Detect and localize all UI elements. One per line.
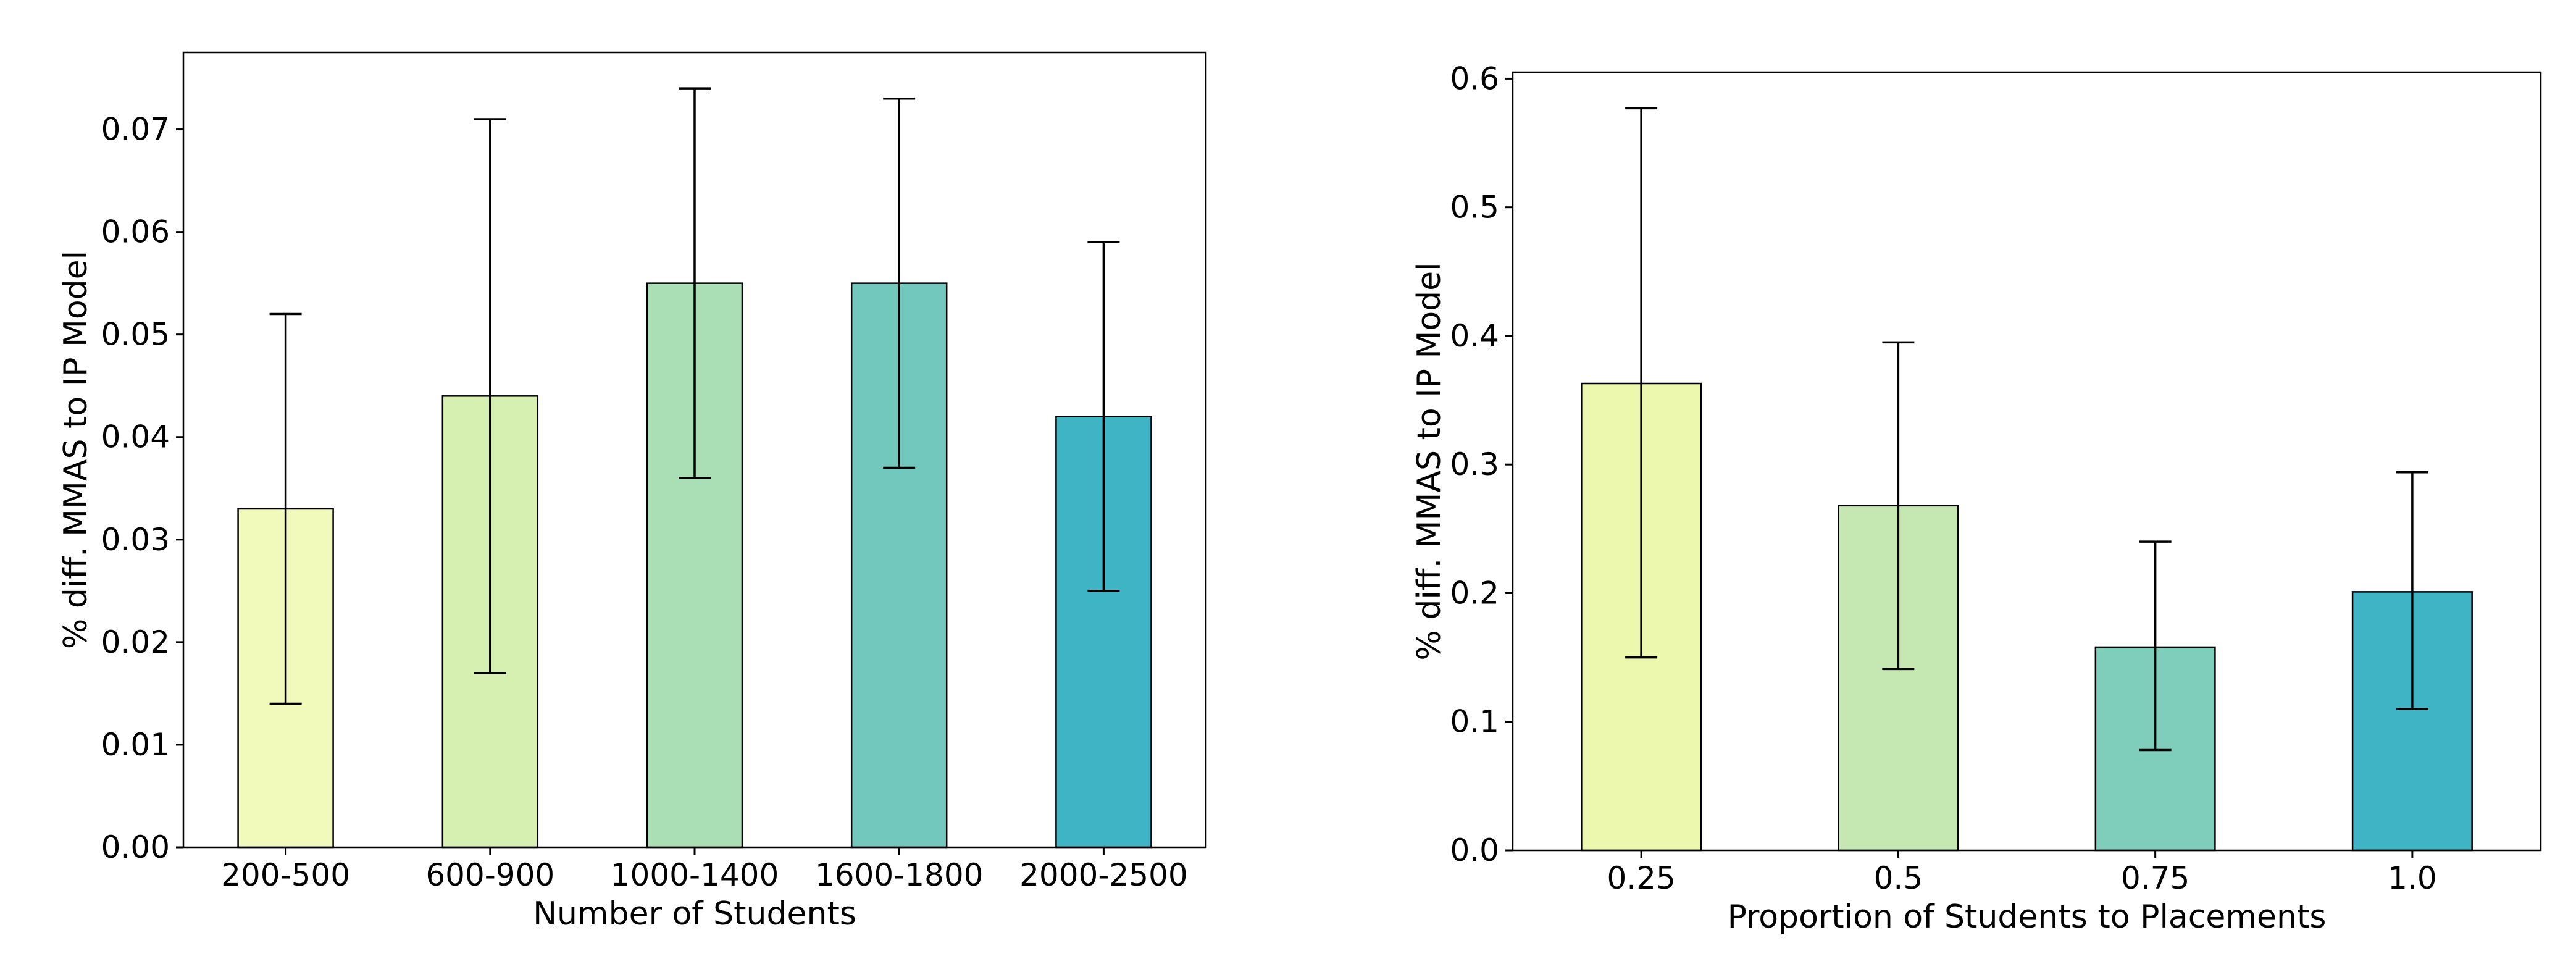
x-tick-label: 200-500 (221, 857, 350, 893)
error-bar-0.25 (1625, 107, 1658, 659)
error-bar-1.0 (2396, 471, 2428, 710)
chart-proportion: 0.25 0.5 0.75 1.0 0.0 0.1 0.2 0.3 0.4 0.5 0.6 Propo… (1411, 61, 2542, 936)
y-tick-label: 0.1 (1450, 704, 1499, 740)
error-bar-0.75 (2139, 540, 2172, 752)
y-tick-label: 0.6 (1450, 61, 1499, 96)
y-tick-label: 0.02 (101, 624, 170, 660)
x-tick-label: 0.75 (2121, 860, 2189, 896)
error-bar-2000-2500 (1087, 241, 1120, 592)
y-tick-label: 0.04 (101, 419, 170, 455)
y-tick-label: 0.05 (101, 317, 170, 353)
y-tick-label: 0.01 (101, 727, 170, 763)
y-tick-label: 0.0 (1450, 832, 1499, 868)
plot-frame (1512, 71, 2542, 852)
y-tick-label: 0.4 (1450, 318, 1499, 354)
y-tick-label: 0.07 (101, 112, 170, 148)
plot-frame (182, 51, 1207, 849)
x-tick-label: 0.5 (1874, 860, 1923, 896)
y-tick-label: 0.2 (1450, 575, 1499, 611)
y-tick-label: 0.03 (101, 522, 170, 558)
y-tick-label: 0.00 (101, 829, 170, 865)
error-bar-600-900 (474, 118, 506, 674)
y-tick-label: 0.3 (1450, 446, 1499, 482)
x-tick-label: 600-900 (425, 857, 554, 893)
y-axis-label: % diff. MMAS to IP Model (1411, 262, 1448, 660)
error-bar-1000-1400 (679, 87, 711, 479)
x-tick-label: 1.0 (2388, 860, 2437, 896)
x-axis-label: Number of Students (533, 895, 856, 933)
x-tick-label: 1000-1400 (611, 857, 779, 893)
error-bar-0.5 (1882, 341, 1915, 671)
x-tick-label: 1600-1800 (815, 857, 984, 893)
chart-students: 200-500 600-900 1000-1400 1600-1800 2000-250… (57, 51, 1207, 933)
y-tick-label: 0.06 (101, 214, 170, 250)
x-tick-label: 2000-2500 (1019, 857, 1188, 893)
error-bar-200-500 (269, 312, 302, 705)
error-bar-1600-1800 (883, 97, 916, 469)
y-axis-label: % diff. MMAS to IP Model (57, 251, 94, 649)
x-tick-label: 0.25 (1607, 860, 1675, 896)
y-tick-label: 0.5 (1450, 190, 1499, 225)
x-axis-label: Proportion of Students to Placements (1728, 899, 2327, 936)
